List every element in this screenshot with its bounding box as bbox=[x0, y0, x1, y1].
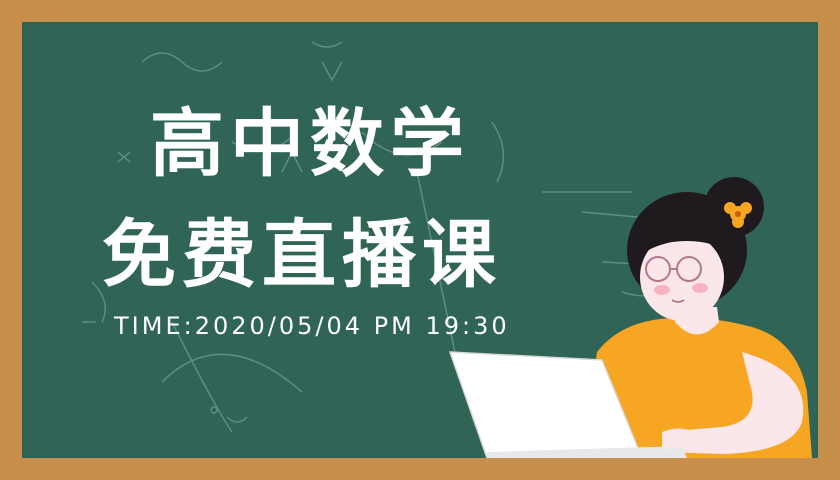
flower-hairpin-icon bbox=[724, 202, 752, 228]
teacher-arm bbox=[662, 352, 804, 454]
laptop-base bbox=[487, 446, 687, 458]
chalkboard: 高中数学 免费直播课 TIME:2020/05/04 PM 19:30 bbox=[22, 22, 818, 458]
course-title-line-1: 高中数学 bbox=[150, 101, 470, 187]
broadcast-time: TIME:2020/05/04 PM 19:30 bbox=[114, 312, 510, 340]
teacher-face bbox=[640, 233, 724, 321]
laptop-screen bbox=[448, 351, 643, 458]
glasses-icon bbox=[645, 256, 702, 282]
teacher-hair-bangs bbox=[632, 213, 735, 262]
course-title-line-2: 免费直播课 bbox=[102, 212, 502, 298]
teacher-illustration bbox=[448, 177, 812, 458]
